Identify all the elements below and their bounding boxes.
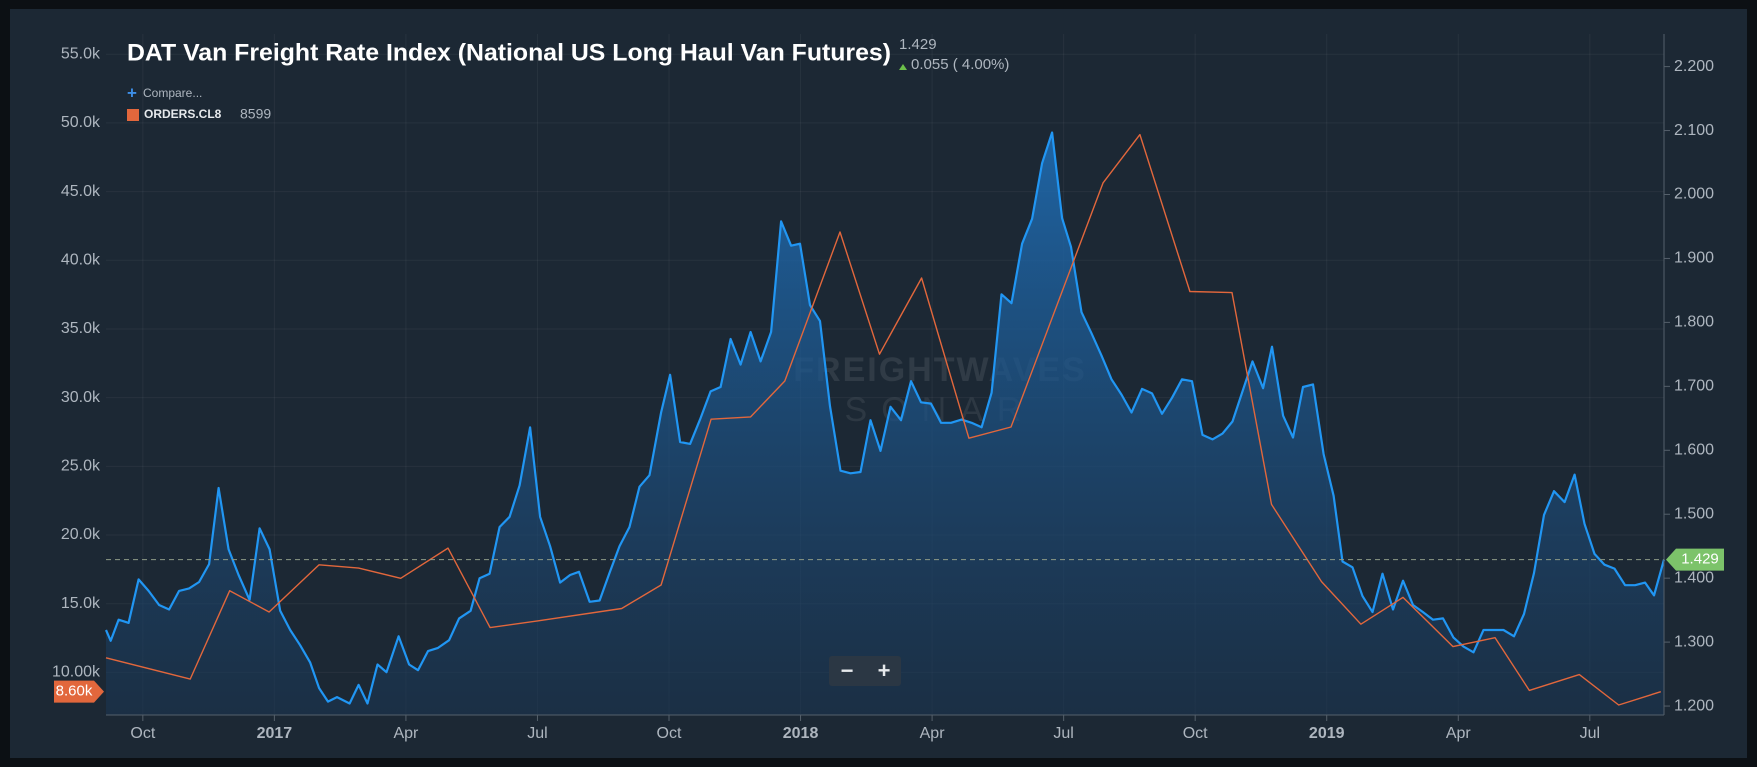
compare-link[interactable]: Compare... xyxy=(143,86,202,100)
y-tick-label: 55.0k xyxy=(61,45,101,62)
y2-tick-label: 2.100 xyxy=(1674,122,1714,139)
x-tick-label: Jul xyxy=(527,725,547,742)
last-value-tag xyxy=(1666,548,1724,571)
y2-tick-label: 2.000 xyxy=(1674,186,1714,203)
y2-tick-label: 1.300 xyxy=(1674,633,1714,650)
y2-tick-label: 1.500 xyxy=(1674,505,1714,522)
x-tick-label: 2019 xyxy=(1309,725,1345,742)
y2-tick-label: 1.800 xyxy=(1674,314,1714,331)
y2-tick-label: 1.700 xyxy=(1674,378,1714,395)
compare-plus[interactable]: + xyxy=(127,83,137,102)
legend-label: ORDERS.CL8 xyxy=(144,107,222,121)
y2-tick-label: 2.200 xyxy=(1674,58,1714,75)
x-tick-label: Oct xyxy=(657,725,682,742)
x-tick-label: Jul xyxy=(1053,725,1073,742)
x-tick-label: Oct xyxy=(130,725,155,742)
x-tick-label: Jul xyxy=(1580,725,1600,742)
legend: ORDERS.CL8 8599 xyxy=(127,106,271,122)
chart-title: DAT Van Freight Rate Index (National US … xyxy=(127,39,891,66)
y2-tick-label: 1.900 xyxy=(1674,250,1714,267)
x-tick-label: Apr xyxy=(393,725,419,742)
y-tick-label: 50.0k xyxy=(61,114,101,131)
y-tick-label: 25.0k xyxy=(61,458,101,475)
legend-value: 8599 xyxy=(240,106,271,122)
up-arrow xyxy=(899,64,907,70)
x-tick-label: Apr xyxy=(1446,725,1472,742)
x-tick-label: 2018 xyxy=(783,725,819,742)
y-tick-label: 40.0k xyxy=(61,251,101,268)
line xyxy=(105,133,1662,706)
y2-tick-label: 1.200 xyxy=(1674,697,1714,714)
axes: 10.00k 15.0k 20.0k 25.0k 30.0k 35.0k 40.0k 45.0… xyxy=(52,34,1724,742)
zoom-controls: − + xyxy=(829,656,901,686)
x-tick-label: Oct xyxy=(1183,725,1208,742)
plot xyxy=(104,131,1666,715)
area xyxy=(106,132,1664,715)
x-tick-label: Apr xyxy=(920,725,946,742)
x-tick-label: 2017 xyxy=(257,725,293,742)
price: 1.429 xyxy=(899,36,937,53)
y-tick-label: 20.0k xyxy=(61,526,101,543)
y-tick-label: 10.00k xyxy=(52,664,101,681)
y-tick-label: 45.0k xyxy=(61,183,101,200)
y-tick-label: 15.0k xyxy=(61,595,101,612)
zoom-in[interactable]: + xyxy=(878,658,891,683)
zoom-out[interactable]: − xyxy=(841,658,854,683)
header: DAT Van Freight Rate Index (National US … xyxy=(127,36,1009,103)
y2-tick-label: 1.400 xyxy=(1674,569,1714,586)
last-value-tag-label: 1.429 xyxy=(1681,551,1719,568)
line xyxy=(104,131,1666,705)
last-value-tag-label: 8.60k xyxy=(56,683,93,700)
zoom-box xyxy=(829,656,901,686)
y-tick-label: 35.0k xyxy=(61,320,101,337)
y-tick-label: 30.0k xyxy=(61,389,101,406)
change: 0.055 ( 4.00%) xyxy=(911,56,1009,73)
y2-tick-label: 1.600 xyxy=(1674,441,1714,458)
legend-swatch xyxy=(127,109,139,121)
last-value-tag xyxy=(54,680,104,703)
